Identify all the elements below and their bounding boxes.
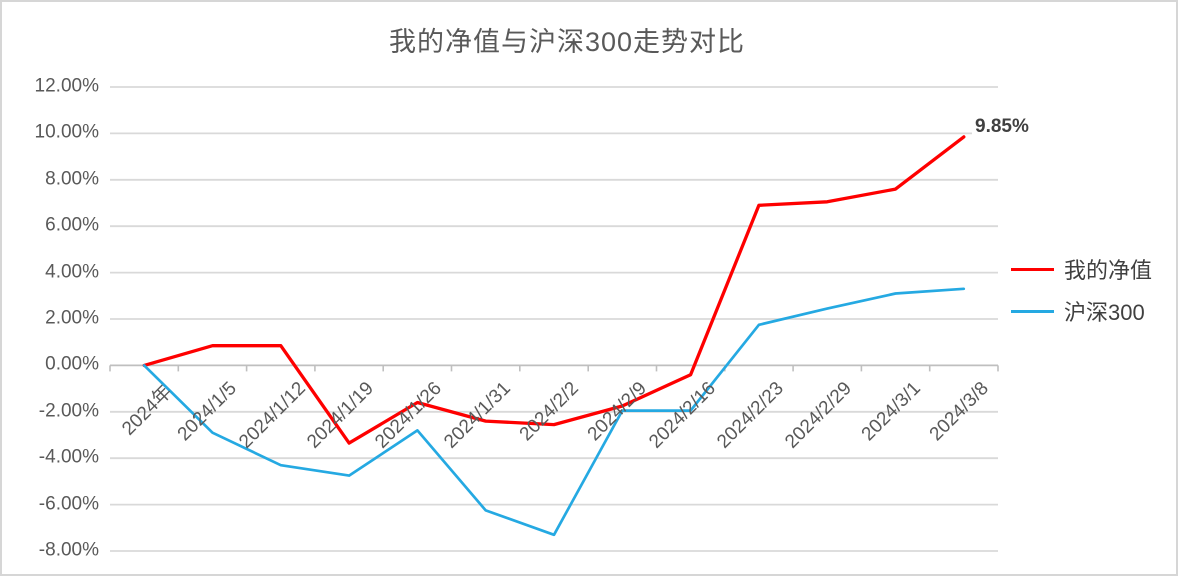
y-axis-tick-label: -4.00% bbox=[38, 446, 99, 468]
y-axis-tick-label: 2.00% bbox=[45, 307, 99, 329]
y-axis-tick-label: 10.00% bbox=[34, 121, 99, 143]
series-line-0 bbox=[142, 135, 966, 445]
legend-label: 我的净值 bbox=[1064, 258, 1153, 283]
y-axis-tick-label: 12.00% bbox=[34, 75, 99, 97]
series-line-1 bbox=[142, 287, 966, 537]
legend: 我的净值沪深300 bbox=[1011, 253, 1152, 327]
series-end-data-label: 9.85% bbox=[972, 116, 1032, 138]
y-axis-tick-label: 8.00% bbox=[45, 168, 99, 190]
legend-line-swatch-icon bbox=[1011, 309, 1054, 313]
y-axis-tick-label: -8.00% bbox=[38, 539, 99, 561]
y-axis-tick-label: -2.00% bbox=[38, 400, 99, 422]
legend-label: 沪深300 bbox=[1064, 300, 1145, 325]
chart-title: 我的净值与沪深300走势对比 bbox=[388, 27, 746, 57]
y-axis-tick-label: 4.00% bbox=[45, 261, 99, 283]
legend-line-swatch-icon bbox=[1011, 267, 1054, 271]
legend-item: 我的净值 bbox=[1011, 253, 1152, 285]
legend-item: 沪深300 bbox=[1011, 295, 1152, 327]
y-axis-tick-label: -6.00% bbox=[38, 493, 99, 515]
y-axis-tick-label: 6.00% bbox=[45, 214, 99, 236]
y-axis-tick-label: 0.00% bbox=[45, 353, 99, 375]
